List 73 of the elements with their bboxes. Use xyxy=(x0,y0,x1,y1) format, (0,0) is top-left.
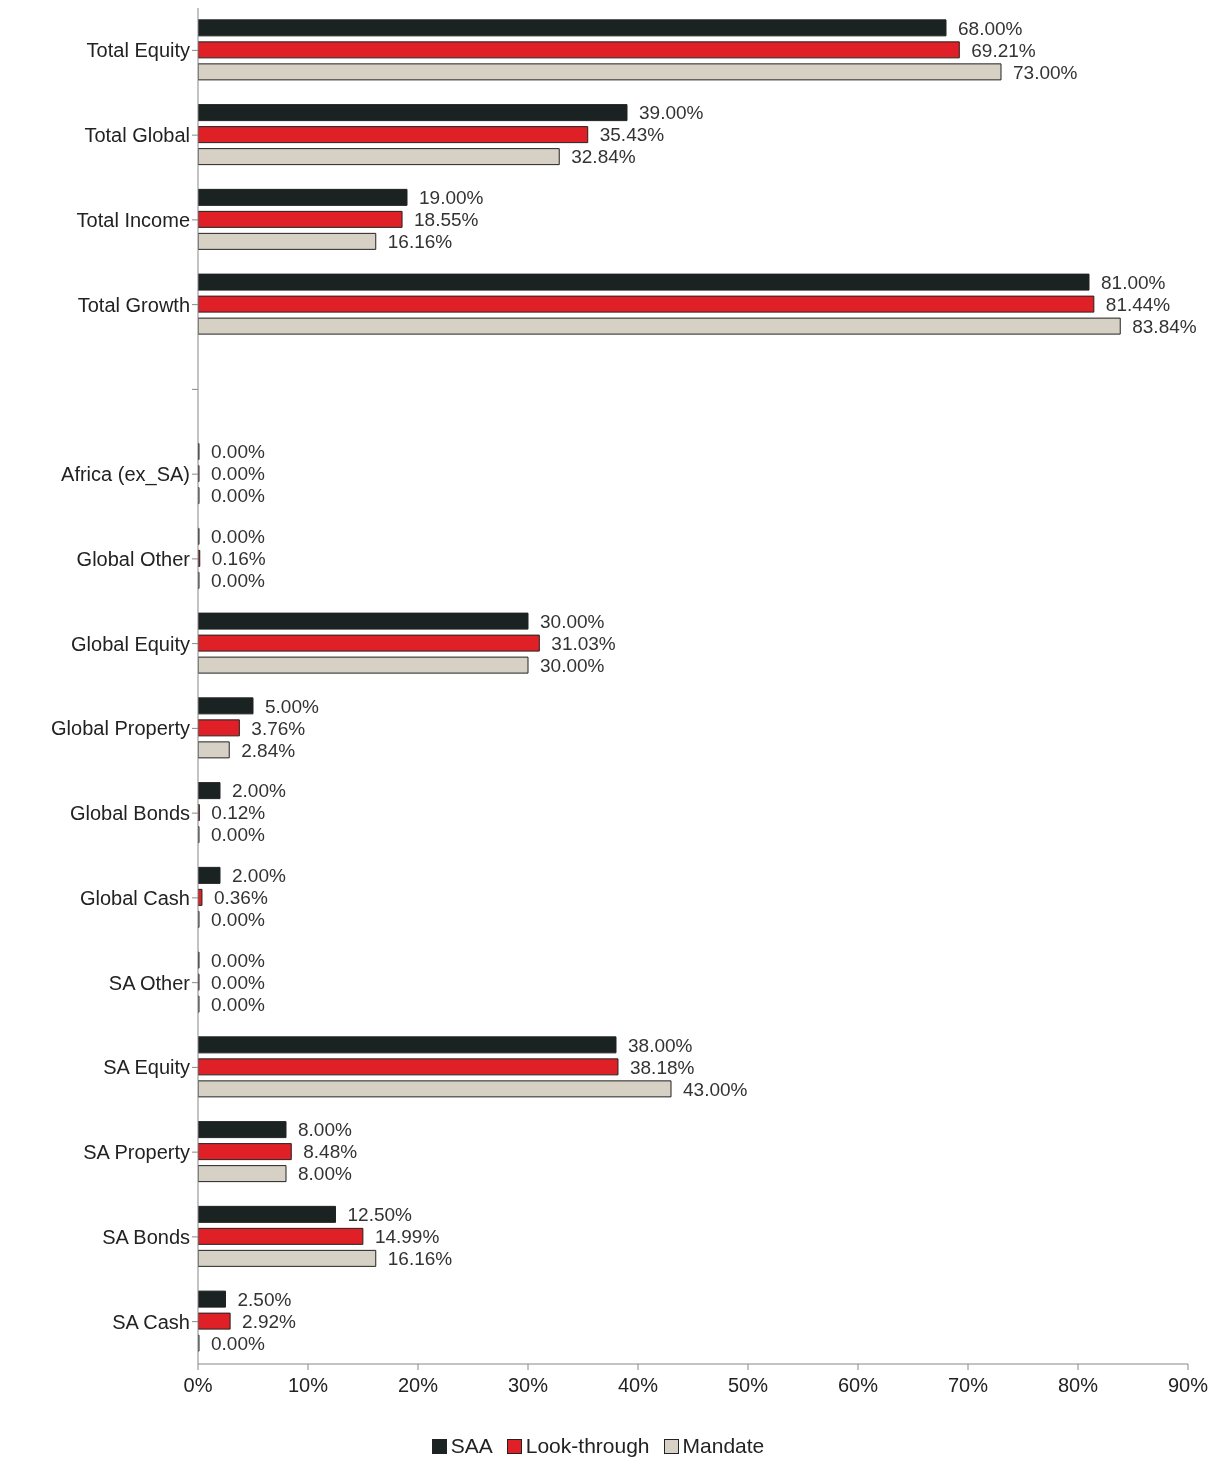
y-tick-label: Global Equity xyxy=(71,632,190,655)
y-tick-label: Total Global xyxy=(84,124,190,147)
x-tick-label: 20% xyxy=(397,1374,439,1397)
data-label: 2.00% xyxy=(232,865,286,887)
x-tick-label: 30% xyxy=(507,1374,549,1397)
data-label: 73.00% xyxy=(1013,61,1078,83)
data-label: 0.00% xyxy=(211,1332,265,1354)
data-label: 68.00% xyxy=(958,17,1023,39)
data-label: 0.12% xyxy=(211,802,266,824)
data-label: 32.84% xyxy=(571,146,636,168)
y-tick-label: SA Property xyxy=(83,1141,190,1164)
x-tick-label: 0% xyxy=(183,1374,213,1397)
y-tick-label: SA Cash xyxy=(112,1310,190,1333)
data-label: 12.50% xyxy=(347,1204,413,1226)
data-label: 0.00% xyxy=(211,824,265,846)
x-tick-label: 60% xyxy=(837,1374,879,1397)
data-label: 38.18% xyxy=(629,1056,695,1078)
x-tick-label: 80% xyxy=(1057,1374,1099,1397)
data-label: 2.50% xyxy=(237,1288,292,1310)
data-label: 18.55% xyxy=(414,209,479,231)
data-label: 8.48% xyxy=(303,1141,358,1163)
data-label: 0.00% xyxy=(211,441,265,463)
data-label: 43.00% xyxy=(683,1078,748,1100)
data-label: 31.03% xyxy=(551,632,616,654)
data-label: 16.16% xyxy=(387,231,453,253)
data-label: 0.00% xyxy=(211,485,265,507)
data-label: 0.00% xyxy=(211,463,265,485)
legend-label: SAA xyxy=(450,1434,493,1458)
data-label: 0.00% xyxy=(211,526,265,548)
legend-label: Look-through xyxy=(525,1434,650,1458)
x-tick-label: 50% xyxy=(727,1374,769,1397)
y-tick-label: Total Income xyxy=(76,208,190,231)
data-label: 30.00% xyxy=(540,610,605,632)
y-tick-label: Global Bonds xyxy=(69,802,190,825)
data-label: 0.00% xyxy=(211,570,265,592)
data-label: 81.44% xyxy=(1105,293,1171,315)
y-tick-label: SA Equity xyxy=(103,1056,190,1079)
y-tick-label: SA Bonds xyxy=(102,1225,190,1248)
y-tick-label: Global Cash xyxy=(79,886,190,909)
y-tick-label: Global Other xyxy=(76,547,191,570)
data-label: 0.00% xyxy=(211,949,265,971)
data-label: 35.43% xyxy=(599,124,665,146)
data-label: 19.00% xyxy=(419,187,484,209)
data-label: 0.16% xyxy=(211,548,266,570)
y-tick-label: Africa (ex_SA) xyxy=(61,463,190,487)
data-label: 8.00% xyxy=(298,1119,352,1141)
data-label: 0.00% xyxy=(211,993,265,1015)
x-tick-label: 90% xyxy=(1167,1374,1209,1397)
legend-label: Mandate xyxy=(682,1434,765,1458)
data-label: 30.00% xyxy=(540,654,605,676)
data-label: 5.00% xyxy=(265,695,319,717)
data-label: 2.00% xyxy=(232,780,286,802)
data-label: 14.99% xyxy=(374,1226,440,1248)
data-label: 83.84% xyxy=(1132,315,1197,337)
x-tick-label: 10% xyxy=(287,1374,329,1397)
data-label: 8.00% xyxy=(298,1163,352,1185)
data-label: 0.36% xyxy=(213,887,268,909)
data-label: 2.92% xyxy=(242,1310,297,1332)
data-label: 0.00% xyxy=(211,909,265,931)
y-tick-label: Global Property xyxy=(51,717,190,740)
data-label: 39.00% xyxy=(639,102,704,124)
data-label: 69.21% xyxy=(971,39,1036,61)
data-label: 2.84% xyxy=(241,739,296,761)
x-tick-label: 70% xyxy=(947,1374,989,1397)
data-label: 38.00% xyxy=(628,1034,693,1056)
y-tick-label: Total Growth xyxy=(77,293,190,316)
data-label: 81.00% xyxy=(1101,271,1166,293)
data-label: 0.00% xyxy=(211,971,265,993)
data-label: 3.76% xyxy=(251,717,306,739)
data-label: 16.16% xyxy=(387,1248,453,1270)
y-tick-label: SA Other xyxy=(108,971,191,994)
x-tick-label: 40% xyxy=(617,1374,659,1397)
y-tick-label: Total Equity xyxy=(86,39,190,62)
